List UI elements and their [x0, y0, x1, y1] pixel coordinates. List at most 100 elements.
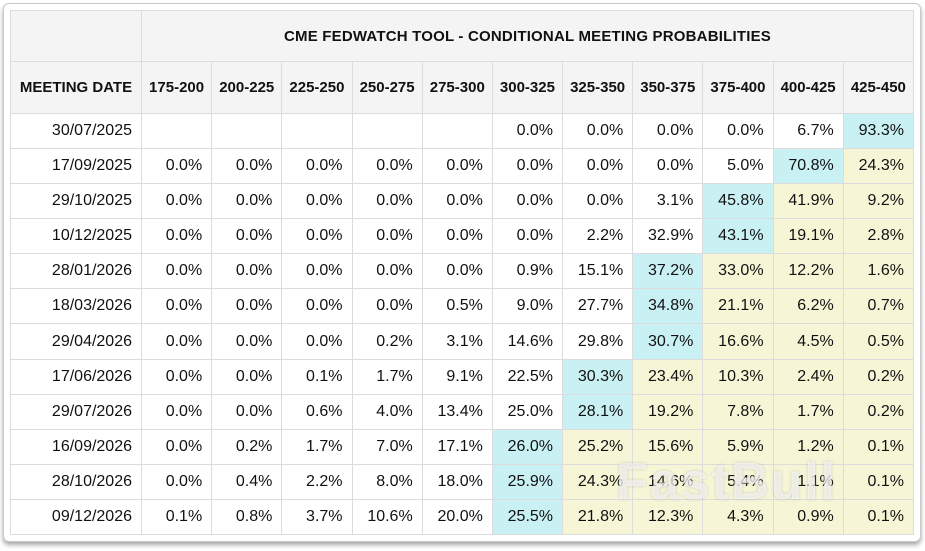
probability-cell: 9.2% — [842, 183, 915, 220]
probability-cell: 0.0% — [211, 288, 283, 325]
probability-cell: 15.1% — [562, 253, 634, 290]
table-row: 30/07/2025 0.0% 0.0% 0.0% 0.0% 6.7% 93.3% — [10, 112, 915, 150]
meeting-date-cell: 10/12/2025 — [10, 218, 142, 255]
probability-cell: 14.6% — [632, 463, 704, 500]
probability-cell: 0.0% — [351, 288, 423, 325]
probability-cell: 0.7% — [842, 288, 915, 325]
probability-cell: 1.1% — [772, 463, 844, 500]
probability-cell: 10.6% — [351, 498, 423, 536]
probability-cell: 7.0% — [351, 428, 423, 465]
probability-cell: 23.4% — [632, 358, 704, 395]
meeting-date-cell: 29/07/2026 — [10, 393, 142, 430]
rate-range-header: 175-200 — [140, 61, 213, 114]
probability-cell: 5.4% — [702, 463, 774, 500]
table-row: 28/01/2026 0.0% 0.0% 0.0% 0.0% 0.0% 0.9% 15.1% 3… — [10, 253, 915, 290]
probability-cell: 0.2% — [842, 358, 915, 395]
probability-cell: 4.3% — [702, 498, 774, 536]
probability-cell: 0.8% — [211, 498, 283, 536]
probability-cell: 16.6% — [702, 323, 774, 360]
probability-cell: 22.5% — [491, 358, 564, 395]
rate-range-header: 250-275 — [351, 61, 423, 114]
meeting-date-cell: 17/06/2026 — [10, 358, 142, 395]
probability-cell: 43.1% — [702, 218, 774, 255]
probability-cell: 13.4% — [421, 393, 493, 430]
probability-cell: 9.1% — [421, 358, 493, 395]
probability-cell: 0.0% — [421, 253, 493, 290]
probability-cell: 0.4% — [211, 463, 283, 500]
probability-cell: 0.0% — [702, 112, 774, 150]
probability-cell: 10.3% — [702, 358, 774, 395]
probability-cell: 0.0% — [140, 393, 213, 430]
probability-table: CME FEDWATCH TOOL - CONDITIONAL MEETING … — [10, 10, 915, 536]
probability-cell: 9.0% — [491, 288, 564, 325]
rate-range-header: 225-250 — [281, 61, 353, 114]
probability-cell: 0.0% — [140, 218, 213, 255]
probability-cell: 3.1% — [421, 323, 493, 360]
table-row: 29/07/2026 0.0% 0.0% 0.6% 4.0% 13.4% 25.0% 28.1… — [10, 393, 915, 430]
probability-cell: 27.7% — [562, 288, 634, 325]
probability-cell: 0.0% — [211, 323, 283, 360]
probability-cell: 34.8% — [632, 288, 704, 325]
probability-cell: 0.0% — [632, 148, 704, 185]
probability-cell — [140, 112, 213, 150]
probability-cell: 6.7% — [772, 112, 844, 150]
probability-cell: 21.1% — [702, 288, 774, 325]
probability-cell: 70.8% — [772, 148, 844, 185]
probability-cell: 4.5% — [772, 323, 844, 360]
table-title: CME FEDWATCH TOOL - CONDITIONAL MEETING … — [141, 10, 914, 62]
probability-cell: 0.1% — [842, 498, 915, 536]
probability-cell: 0.0% — [562, 112, 634, 150]
probability-cell: 0.0% — [632, 112, 704, 150]
probability-cell: 0.0% — [140, 358, 213, 395]
probability-cell: 0.0% — [351, 183, 423, 220]
probability-cell: 0.0% — [140, 428, 213, 465]
probability-cell: 28.1% — [562, 393, 634, 430]
probability-cell: 0.0% — [351, 253, 423, 290]
meeting-date-cell: 28/01/2026 — [10, 253, 142, 290]
probability-cell: 0.0% — [491, 183, 564, 220]
table-row: 09/12/2026 0.1% 0.8% 3.7% 10.6% 20.0% 25.5% 21.… — [10, 498, 915, 536]
rate-range-header: 325-350 — [562, 61, 634, 114]
probability-cell: 5.0% — [702, 148, 774, 185]
rate-range-header: 400-425 — [772, 61, 844, 114]
rate-range-header: 275-300 — [421, 61, 493, 114]
table-row: 10/12/2025 0.0% 0.0% 0.0% 0.0% 0.0% 0.0% 2.2% 32… — [10, 218, 915, 255]
probability-cell: 2.4% — [772, 358, 844, 395]
probability-cell: 0.6% — [281, 393, 353, 430]
probability-cell: 0.0% — [211, 253, 283, 290]
probability-cell: 14.6% — [491, 323, 564, 360]
probability-cell: 37.2% — [632, 253, 704, 290]
probability-cell: 0.1% — [140, 498, 213, 536]
corner-cell — [10, 10, 142, 62]
probability-cell: 45.8% — [702, 183, 774, 220]
probability-cell: 0.0% — [140, 148, 213, 185]
probability-cell: 0.0% — [211, 183, 283, 220]
probability-cell: 21.8% — [562, 498, 634, 536]
probability-cell: 19.1% — [772, 218, 844, 255]
probability-cell: 6.2% — [772, 288, 844, 325]
probability-cell: 29.8% — [562, 323, 634, 360]
probability-cell: 0.0% — [140, 253, 213, 290]
probability-cell: 0.5% — [842, 323, 915, 360]
probability-cell: 18.0% — [421, 463, 493, 500]
rate-range-header: 375-400 — [702, 61, 774, 114]
probability-cell: 30.3% — [562, 358, 634, 395]
probability-cell: 32.9% — [632, 218, 704, 255]
probability-cell: 0.0% — [211, 218, 283, 255]
probability-cell: 0.0% — [140, 323, 213, 360]
table-row: 18/03/2026 0.0% 0.0% 0.0% 0.0% 0.5% 9.0% 27.7% 3… — [10, 288, 915, 325]
meeting-date-cell: 16/09/2026 — [10, 428, 142, 465]
probability-cell: 0.2% — [211, 428, 283, 465]
probability-cell: 30.7% — [632, 323, 704, 360]
probability-cell: 0.2% — [351, 323, 423, 360]
meeting-date-header: MEETING DATE — [10, 61, 142, 114]
probability-cell: 0.2% — [842, 393, 915, 430]
probability-cell: 0.5% — [421, 288, 493, 325]
meeting-date-cell: 28/10/2026 — [10, 463, 142, 500]
probability-cell: 0.0% — [281, 218, 353, 255]
probability-cell: 0.0% — [281, 253, 353, 290]
probability-cell: 0.1% — [842, 463, 915, 500]
probability-cell: 0.0% — [211, 393, 283, 430]
probability-cell: 12.3% — [632, 498, 704, 536]
